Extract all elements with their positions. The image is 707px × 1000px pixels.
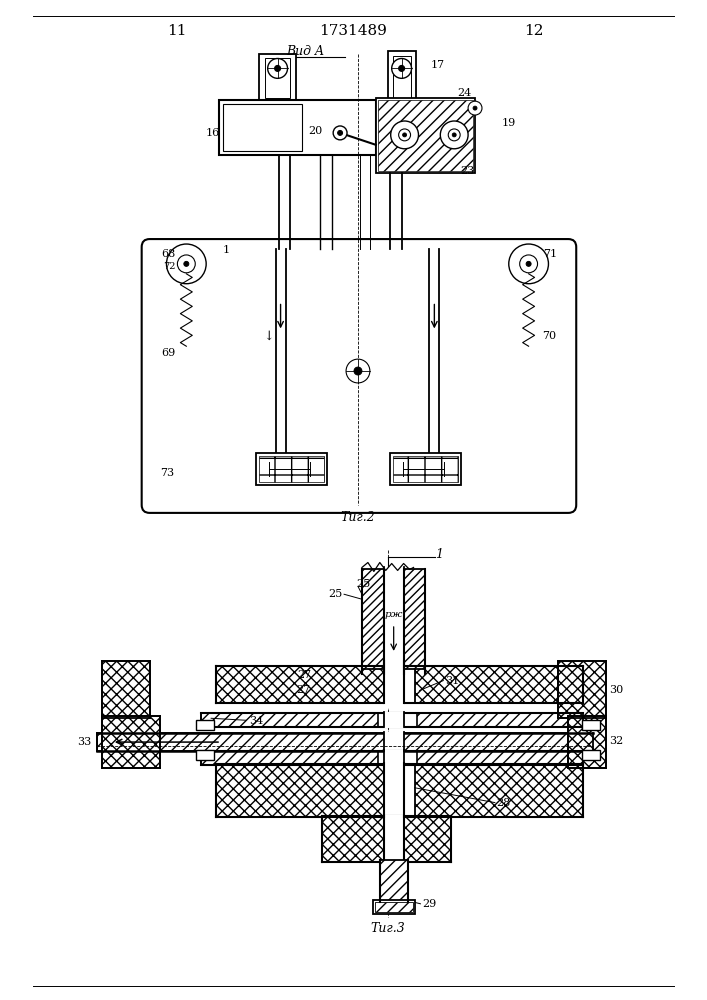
Bar <box>102 716 160 768</box>
Bar <box>404 569 426 669</box>
Bar <box>378 100 473 171</box>
Circle shape <box>391 121 419 149</box>
Circle shape <box>392 58 411 78</box>
Bar <box>259 54 296 103</box>
Circle shape <box>399 129 411 141</box>
Bar <box>559 661 606 718</box>
Circle shape <box>509 244 549 284</box>
Text: 19: 19 <box>502 118 516 128</box>
Bar <box>259 456 325 482</box>
Text: Τиг.3: Τиг.3 <box>370 922 405 935</box>
Text: 17: 17 <box>431 60 445 70</box>
Bar <box>390 453 461 485</box>
Bar <box>223 104 303 151</box>
Circle shape <box>333 126 347 140</box>
Text: рж: рж <box>385 610 403 619</box>
Circle shape <box>354 367 362 375</box>
Circle shape <box>346 359 370 383</box>
Bar <box>102 661 150 718</box>
Text: 29: 29 <box>422 899 436 909</box>
Text: 23: 23 <box>460 166 474 176</box>
Bar <box>216 764 385 817</box>
Bar <box>384 712 404 728</box>
Text: 20: 20 <box>308 126 322 136</box>
Text: 1: 1 <box>436 548 443 561</box>
Circle shape <box>177 255 195 273</box>
Text: 25: 25 <box>356 579 370 589</box>
Bar <box>414 666 583 703</box>
Bar <box>392 456 458 482</box>
Bar <box>201 751 378 765</box>
Text: 27: 27 <box>296 685 310 695</box>
Bar <box>216 666 385 703</box>
Bar <box>384 762 404 819</box>
Circle shape <box>452 133 456 137</box>
Text: 27: 27 <box>298 670 312 680</box>
Text: Τиг.2: Τиг.2 <box>341 511 375 524</box>
Bar <box>197 720 214 730</box>
Text: 71: 71 <box>544 249 558 259</box>
Text: 34: 34 <box>249 716 263 726</box>
Text: 72: 72 <box>163 262 176 271</box>
Text: 1731489: 1731489 <box>319 24 387 38</box>
Text: 32: 32 <box>609 736 623 746</box>
Circle shape <box>440 121 468 149</box>
Bar <box>373 900 414 914</box>
Text: 25: 25 <box>328 589 342 599</box>
Bar <box>362 569 384 669</box>
Bar <box>219 100 376 155</box>
Text: 24: 24 <box>457 88 472 98</box>
Bar <box>376 98 475 173</box>
Text: 68: 68 <box>161 249 175 259</box>
Bar <box>387 51 416 108</box>
Circle shape <box>399 65 404 71</box>
Bar <box>256 453 327 485</box>
Bar <box>97 733 593 751</box>
Circle shape <box>184 261 189 266</box>
Circle shape <box>526 261 531 266</box>
Circle shape <box>473 106 477 110</box>
Text: 31: 31 <box>445 676 460 686</box>
Bar <box>568 716 606 768</box>
Text: 16: 16 <box>206 128 221 138</box>
Circle shape <box>520 255 537 273</box>
Bar <box>418 713 583 727</box>
Bar <box>582 750 600 760</box>
Circle shape <box>166 244 206 284</box>
Text: 11: 11 <box>167 24 186 38</box>
Bar <box>380 860 407 902</box>
Text: 33: 33 <box>77 737 91 747</box>
Bar <box>582 720 600 730</box>
Text: ↓: ↓ <box>264 330 274 343</box>
Bar <box>384 732 404 752</box>
Circle shape <box>274 65 281 71</box>
Bar <box>414 764 583 817</box>
Bar <box>264 58 291 98</box>
FancyBboxPatch shape <box>141 239 576 513</box>
Circle shape <box>268 58 288 78</box>
Circle shape <box>338 130 343 135</box>
Bar <box>418 751 583 765</box>
Text: 69: 69 <box>161 348 175 358</box>
Bar <box>384 567 404 674</box>
Bar <box>384 815 404 864</box>
Text: Вид A: Вид A <box>286 45 325 58</box>
Text: 12: 12 <box>524 24 543 38</box>
Bar <box>384 661 404 708</box>
Bar <box>375 902 412 912</box>
Bar <box>392 56 411 103</box>
Circle shape <box>402 133 407 137</box>
Bar <box>197 750 214 760</box>
Bar <box>322 816 451 862</box>
Text: 1: 1 <box>223 245 230 255</box>
Bar <box>201 713 378 727</box>
Text: 73: 73 <box>160 468 175 478</box>
Text: 30: 30 <box>609 685 623 695</box>
Text: 70: 70 <box>542 331 556 341</box>
Text: 28: 28 <box>497 798 511 808</box>
Circle shape <box>468 101 482 115</box>
Bar <box>384 750 404 766</box>
Circle shape <box>448 129 460 141</box>
